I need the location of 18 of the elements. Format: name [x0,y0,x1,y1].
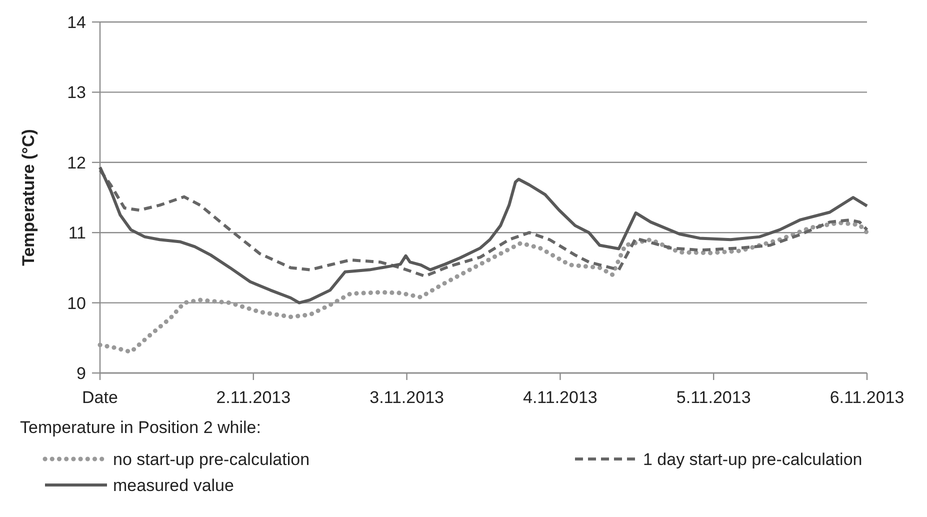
y-tick-label: 12 [67,153,86,172]
y-tick-label: 9 [76,364,86,383]
legend-label: no start-up pre-calculation [113,450,310,469]
line-series [98,220,870,354]
y-tick-label: 11 [68,224,86,243]
x-tick-label: 6.11.2013 [830,388,904,407]
legend-title: Temperature in Position 2 while: [20,418,261,437]
legend-label: measured value [113,476,234,495]
x-tick-label: 2.11.2013 [216,388,291,407]
x-tick-label: Date [82,388,118,407]
y-axis-title: Temperature (°C) [19,129,38,266]
legend-label: 1 day start-up pre-calculation [643,450,862,469]
x-tick-label: 4.11.2013 [523,388,598,407]
y-tick-label: 14 [67,12,86,32]
x-tick-label: 3.11.2013 [370,388,444,407]
y-tick-label: 13 [67,83,86,102]
y-tick-label: 10 [67,294,86,313]
x-tick-label: 5.11.2013 [676,388,751,407]
